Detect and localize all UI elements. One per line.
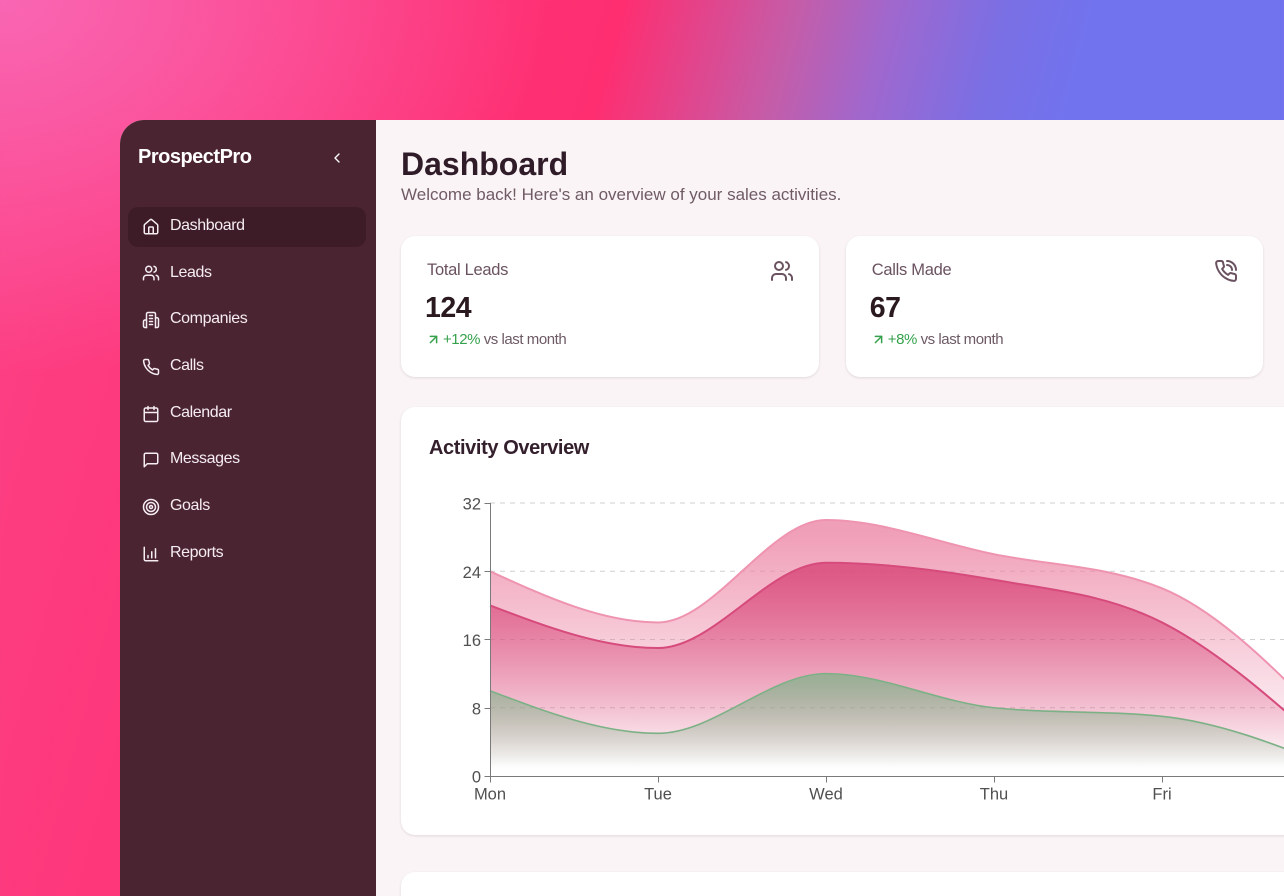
svg-text:32: 32 bbox=[463, 496, 481, 514]
svg-text:16: 16 bbox=[463, 632, 481, 650]
svg-text:Wed: Wed bbox=[809, 786, 843, 804]
svg-text:Fri: Fri bbox=[1152, 786, 1171, 804]
svg-text:0: 0 bbox=[472, 769, 481, 787]
svg-text:Thu: Thu bbox=[980, 786, 1008, 804]
svg-text:24: 24 bbox=[463, 564, 481, 582]
svg-text:Tue: Tue bbox=[644, 786, 672, 804]
svg-text:8: 8 bbox=[472, 700, 481, 718]
svg-text:Mon: Mon bbox=[474, 786, 506, 804]
